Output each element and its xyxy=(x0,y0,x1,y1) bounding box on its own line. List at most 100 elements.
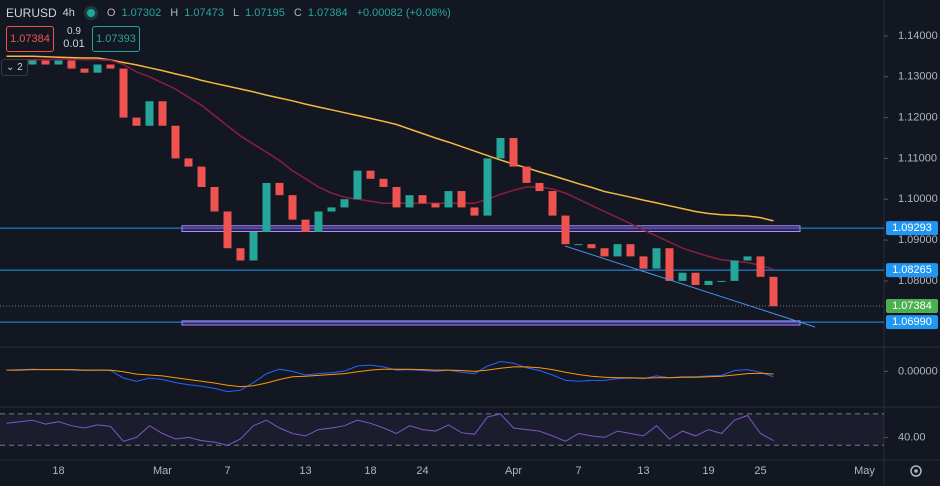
candle xyxy=(184,158,193,167)
candle xyxy=(106,64,115,69)
x-tick-label: 25 xyxy=(754,465,766,477)
ohlc-key: O xyxy=(106,7,116,19)
indicators-toggle[interactable]: ⌄ 2 xyxy=(1,59,28,76)
x-tick-label: 13 xyxy=(299,465,311,477)
candle xyxy=(496,138,505,159)
candle xyxy=(249,231,258,261)
interval[interactable]: 4h xyxy=(62,7,75,19)
candle xyxy=(132,117,141,126)
candle xyxy=(717,280,726,282)
indicator-line xyxy=(6,360,774,393)
candle xyxy=(457,191,466,208)
candle xyxy=(405,195,414,208)
gear-center[interactable] xyxy=(914,469,918,473)
gear[interactable] xyxy=(910,465,922,477)
y-tick-label: 1.09000 xyxy=(898,234,938,246)
ohlc-value: 1.07473 xyxy=(184,7,224,19)
candle xyxy=(431,203,440,208)
buy-button[interactable]: 1.07393 xyxy=(92,26,140,52)
candle xyxy=(340,199,349,208)
candle xyxy=(392,186,401,208)
spread-top: 0.9 xyxy=(67,26,81,37)
candle xyxy=(652,248,661,269)
candle xyxy=(119,68,128,118)
ohlc-key: L xyxy=(232,7,240,19)
candle xyxy=(236,248,245,261)
candle xyxy=(509,138,518,167)
candle xyxy=(587,244,596,249)
candle xyxy=(600,248,609,257)
x-tick-label: 13 xyxy=(637,465,649,477)
candle xyxy=(379,178,388,187)
candle xyxy=(470,207,479,216)
price-label: 1.09293 xyxy=(892,222,932,234)
candle xyxy=(171,125,180,159)
trendline xyxy=(564,245,816,328)
x-tick-label: 19 xyxy=(702,465,714,477)
price-label-box xyxy=(886,315,938,330)
candle xyxy=(327,207,336,212)
settings-icon[interactable] xyxy=(910,465,922,477)
candle xyxy=(535,182,544,192)
candle xyxy=(275,182,284,196)
candle xyxy=(262,182,271,232)
spread-bottom: 0.01 xyxy=(63,38,85,50)
y-tick-label: 40.00 xyxy=(898,431,926,443)
candle xyxy=(54,60,63,65)
candle xyxy=(743,256,752,261)
x-tick-label: 18 xyxy=(52,465,64,477)
candle xyxy=(574,244,583,246)
sell-button[interactable]: 1.07384 xyxy=(6,26,54,52)
y-tick-label: 1.11000 xyxy=(898,152,937,164)
candle xyxy=(223,211,232,249)
candle xyxy=(561,215,570,245)
candle xyxy=(483,158,492,216)
ohlc-key: C xyxy=(293,7,302,19)
candle xyxy=(145,101,154,126)
y-tick-label: 0.00000 xyxy=(898,365,938,377)
last-price-label: 1.07384 xyxy=(892,300,932,312)
x-tick-label: May xyxy=(854,465,875,477)
ohlc-value: 1.07384 xyxy=(307,7,348,19)
candle xyxy=(665,248,674,281)
candle xyxy=(301,219,310,232)
ohlc-key: H xyxy=(170,7,179,19)
market-status xyxy=(86,9,95,17)
price-label-box xyxy=(886,263,938,278)
candle xyxy=(730,260,739,281)
candle xyxy=(353,170,362,200)
zone xyxy=(181,225,801,232)
candle xyxy=(366,170,375,179)
symbol[interactable]: EURUSD xyxy=(6,6,57,20)
spread: 0.9 0.01 xyxy=(62,25,86,51)
candle xyxy=(197,166,206,187)
x-tick-label: 24 xyxy=(416,465,428,477)
candle xyxy=(41,60,50,65)
legend-header: EURUSD 4h O 1.07302 H 1.07473 L 1.07195 C 1.… xyxy=(6,4,454,22)
indicators-count: 2 xyxy=(17,62,23,73)
y-tick-label: 1.14000 xyxy=(898,30,938,42)
candle xyxy=(613,244,622,257)
x-tick-label: 18 xyxy=(364,465,376,477)
indicator-line xyxy=(6,366,774,388)
change: +0.00082 (+0.08%) xyxy=(356,7,451,19)
moving-average xyxy=(6,55,774,222)
candle xyxy=(769,276,778,307)
candle xyxy=(522,166,531,183)
indicator-line xyxy=(6,413,774,446)
x-tick-label: 7 xyxy=(224,465,230,477)
x-tick-label: Apr xyxy=(505,465,522,477)
candle xyxy=(210,186,219,212)
candle xyxy=(756,256,765,277)
price-label: 1.08265 xyxy=(892,264,932,276)
candle xyxy=(444,191,453,208)
candle xyxy=(691,272,700,285)
level-band xyxy=(0,413,884,446)
candle xyxy=(639,256,648,269)
candle xyxy=(548,191,557,216)
candle xyxy=(28,60,37,65)
candle xyxy=(288,195,297,220)
y-tick-label: 1.10000 xyxy=(898,193,938,205)
